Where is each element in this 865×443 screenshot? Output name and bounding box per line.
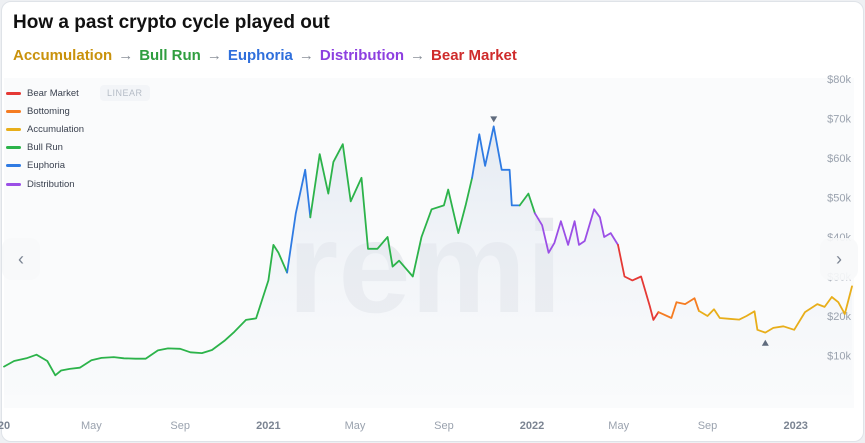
series-line-bull-run <box>3 243 289 377</box>
series-line-bull-run <box>309 143 474 278</box>
x-tick-label: Sep <box>170 420 190 432</box>
series-line-bear-market <box>617 243 660 321</box>
y-tick-label: $10k <box>827 351 851 363</box>
legend-swatch <box>6 91 21 95</box>
arrow-icon: → <box>410 47 426 64</box>
y-tick-label: $20k <box>827 311 851 323</box>
scale-toggle[interactable]: LINEAR <box>100 85 150 101</box>
series-line-bottoming <box>657 297 700 319</box>
bottom-marker <box>761 339 769 346</box>
x-tick-label: 2021 <box>256 420 280 432</box>
chevron-right-icon: › <box>836 248 842 269</box>
phase-bull-run: Bull Run <box>139 47 201 64</box>
x-tick-label: May <box>608 420 629 432</box>
legend-item[interactable]: Bottoming <box>6 102 84 120</box>
arrow-icon: → <box>118 47 134 64</box>
x-tick-label: 2022 <box>520 420 544 432</box>
legend-label: Bear Market <box>27 87 79 99</box>
y-tick-label: $70k <box>827 114 851 126</box>
legend-label: Bull Run <box>27 142 63 154</box>
x-tick-label: May <box>345 420 366 432</box>
y-tick-label: $50k <box>827 193 851 205</box>
price-area <box>4 126 852 396</box>
legend-swatch <box>6 109 21 113</box>
y-tick-label: $60k <box>827 153 851 165</box>
legend-swatch <box>6 127 21 131</box>
series-line-euphoria <box>471 125 521 207</box>
legend-label: Euphoria <box>27 160 66 172</box>
series-line-distribution <box>534 208 619 254</box>
series-line-accumulation <box>698 285 853 334</box>
legend-item[interactable]: Distribution <box>6 175 84 193</box>
x-tick-label: Sep <box>698 420 718 432</box>
arrow-icon: → <box>206 47 222 64</box>
next-button[interactable]: › <box>820 238 858 280</box>
x-tick-label: 2023 <box>783 420 807 432</box>
legend-swatch <box>6 164 21 168</box>
legend-item[interactable]: Accumulation <box>6 120 84 138</box>
legend-swatch <box>6 182 21 186</box>
phase-flow: Accumulation → Bull Run → Euphoria → Distribut… <box>13 47 517 64</box>
legend-label: Distribution <box>27 178 75 190</box>
y-tick-label: $80k <box>827 74 851 86</box>
legend-label: Accumulation <box>27 123 85 135</box>
legend-item[interactable]: Bear Market <box>6 84 84 102</box>
legend-swatch <box>6 146 21 150</box>
phase-distribution: Distribution <box>319 47 405 64</box>
page-title: How a past crypto cycle played out <box>13 12 330 33</box>
series-line-bull-run <box>518 192 536 215</box>
phase-euphoria: Euphoria <box>227 47 293 64</box>
legend-item[interactable]: Euphoria <box>6 157 84 175</box>
legend-item[interactable]: Bull Run <box>6 139 84 157</box>
prev-button[interactable]: ‹ <box>2 238 40 280</box>
x-tick-label: 20 <box>0 420 10 432</box>
chevron-left-icon: ‹ <box>18 248 24 269</box>
phase-bear-market: Bear Market <box>431 47 517 64</box>
x-tick-label: May <box>81 420 102 432</box>
arrow-icon: → <box>298 47 314 64</box>
phase-accumulation: Accumulation <box>13 47 113 64</box>
x-tick-label: Sep <box>434 420 454 432</box>
legend-label: Bottoming <box>27 105 70 117</box>
series-line-euphoria <box>286 168 312 274</box>
peak-marker <box>490 116 498 123</box>
chart-legend: Bear Market Bottoming Accumulation Bull Run… <box>6 84 84 193</box>
